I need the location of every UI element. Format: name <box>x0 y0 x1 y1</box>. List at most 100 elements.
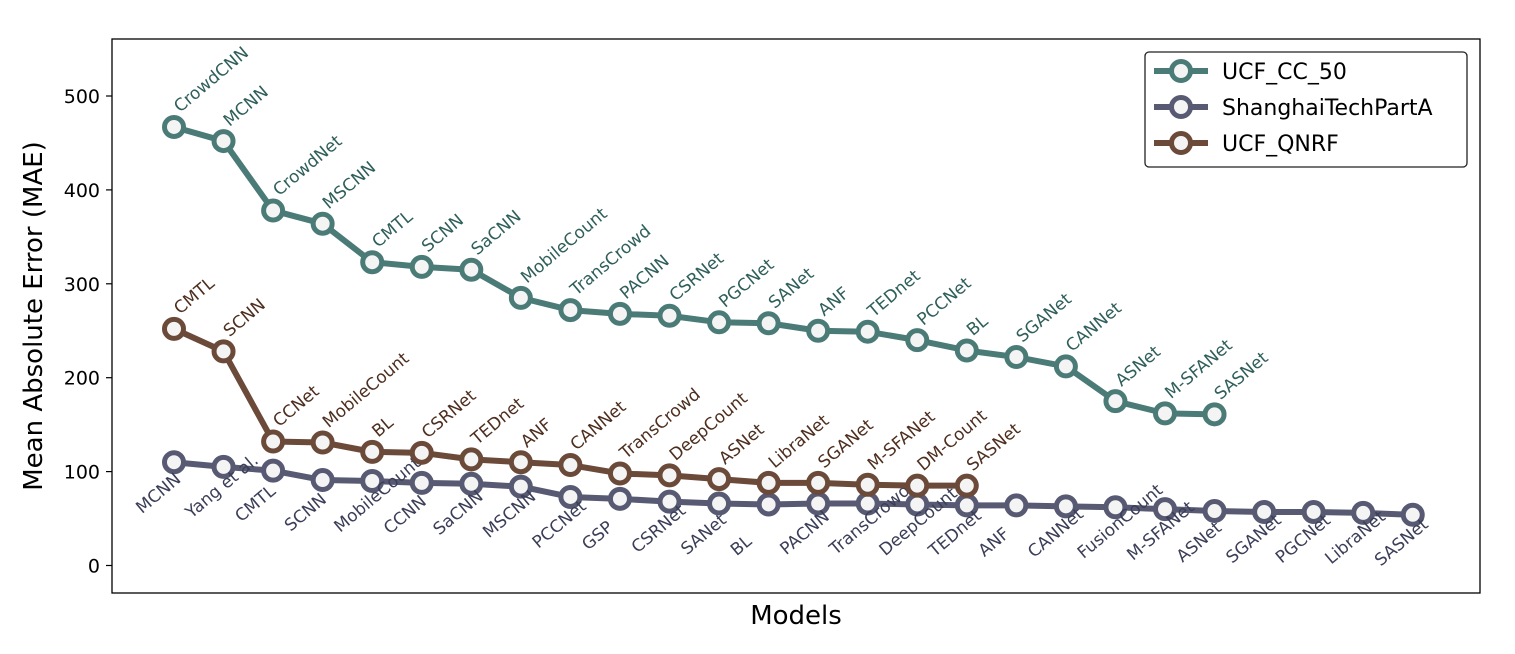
data-point[interactable] <box>954 473 979 498</box>
data-point[interactable] <box>459 471 484 496</box>
data-point[interactable] <box>508 474 533 499</box>
data-point[interactable] <box>707 467 732 492</box>
data-point[interactable] <box>855 319 880 344</box>
point-label: SCNN <box>220 295 270 341</box>
point-label: CCNet <box>269 381 323 431</box>
point-label: SCNN <box>281 490 331 536</box>
point-label: MCNN <box>132 469 185 518</box>
y-tick-label: 400 <box>64 180 100 202</box>
legend[interactable]: UCF_CC_50 ShanghaiTechPartA UCF_QNRF <box>1144 51 1468 168</box>
point-label: BL <box>369 412 398 441</box>
data-point[interactable] <box>211 339 236 364</box>
data-point[interactable] <box>1103 389 1128 414</box>
data-point[interactable] <box>1301 499 1326 524</box>
point-label: ANF <box>975 524 1014 561</box>
point-label: CMTL <box>231 481 280 526</box>
data-point[interactable] <box>607 461 632 486</box>
point-label: MobileCount <box>331 453 426 537</box>
legend-item-ShanghaiTechPartA[interactable]: ShanghaiTechPartA <box>1154 95 1433 121</box>
data-point[interactable] <box>1053 354 1078 379</box>
data-point[interactable] <box>905 328 930 353</box>
data-point[interactable] <box>1252 499 1277 524</box>
data-point[interactable] <box>211 454 236 479</box>
data-point[interactable] <box>607 486 632 511</box>
legend-marker <box>1169 95 1193 119</box>
data-point[interactable] <box>1202 402 1227 427</box>
data-point[interactable] <box>409 440 434 465</box>
legend-item-UCF_CC_50[interactable]: UCF_CC_50 <box>1154 59 1347 85</box>
data-point[interactable] <box>310 211 335 236</box>
data-point[interactable] <box>508 450 533 475</box>
legend-item-UCF_QNRF[interactable]: UCF_QNRF <box>1154 131 1339 157</box>
data-point[interactable] <box>954 338 979 363</box>
point-label: MSCNN <box>479 487 540 543</box>
data-point[interactable] <box>1004 493 1029 518</box>
legend-marker <box>1169 59 1193 83</box>
data-point[interactable] <box>211 129 236 154</box>
x-axis-label: Models <box>750 601 842 631</box>
data-point[interactable] <box>1103 495 1128 520</box>
data-point[interactable] <box>756 492 781 517</box>
data-point[interactable] <box>310 430 335 455</box>
legend-frame <box>1144 51 1468 168</box>
data-point[interactable] <box>657 489 682 514</box>
data-point[interactable] <box>360 468 385 493</box>
point-label: CMTL <box>369 207 418 252</box>
data-point[interactable] <box>409 254 434 279</box>
data-point[interactable] <box>162 450 186 475</box>
data-point[interactable] <box>707 310 732 335</box>
point-label: ASNet <box>1112 342 1165 391</box>
data-point[interactable] <box>1053 494 1078 519</box>
data-point[interactable] <box>360 250 385 275</box>
data-point[interactable] <box>508 285 533 310</box>
data-point[interactable] <box>657 463 682 488</box>
data-point[interactable] <box>162 316 186 341</box>
data-point[interactable] <box>756 311 781 336</box>
data-point[interactable] <box>459 447 484 472</box>
point-label: ANF <box>517 415 556 452</box>
y-tick-label: 300 <box>64 274 100 296</box>
data-point[interactable] <box>558 484 583 509</box>
data-point[interactable] <box>261 429 286 454</box>
point-label: GSP <box>578 517 617 554</box>
y-axis-label: Mean Absolute Error (MAE) <box>19 141 49 491</box>
point-label: BL <box>963 311 992 340</box>
legend-label: UCF_CC_50 <box>1222 60 1347 85</box>
data-point[interactable] <box>261 458 286 483</box>
data-point[interactable] <box>707 491 732 516</box>
data-point[interactable] <box>459 257 484 282</box>
data-point[interactable] <box>1400 502 1425 527</box>
data-point[interactable] <box>558 453 583 478</box>
data-point[interactable] <box>310 468 335 493</box>
data-point[interactable] <box>162 114 186 139</box>
data-point[interactable] <box>756 470 781 495</box>
point-label: SaCNN <box>468 207 526 260</box>
point-label: BL <box>727 531 756 560</box>
data-point[interactable] <box>905 473 930 498</box>
data-point[interactable] <box>806 470 831 495</box>
data-point[interactable] <box>409 470 434 495</box>
y-tick-label: 500 <box>64 86 100 108</box>
data-point[interactable] <box>1351 500 1376 525</box>
data-point[interactable] <box>261 198 286 223</box>
legend-label: ShanghaiTechPartA <box>1222 96 1433 121</box>
legend-marker <box>1169 131 1193 155</box>
point-label: MSCNN <box>319 158 380 214</box>
data-point[interactable] <box>1153 401 1177 426</box>
data-point[interactable] <box>360 439 385 464</box>
point-label: CMTL <box>170 273 219 318</box>
data-point[interactable] <box>607 301 632 326</box>
data-point[interactable] <box>1004 345 1029 370</box>
data-point[interactable] <box>558 298 583 323</box>
point-label: SGANet <box>1222 510 1285 568</box>
data-point[interactable] <box>855 472 880 497</box>
data-point[interactable] <box>657 303 682 328</box>
data-point[interactable] <box>1153 497 1177 522</box>
data-point[interactable] <box>1202 499 1227 524</box>
legend-label: UCF_QNRF <box>1222 132 1339 157</box>
point-label: ANF <box>815 283 854 320</box>
data-point[interactable] <box>806 318 831 343</box>
